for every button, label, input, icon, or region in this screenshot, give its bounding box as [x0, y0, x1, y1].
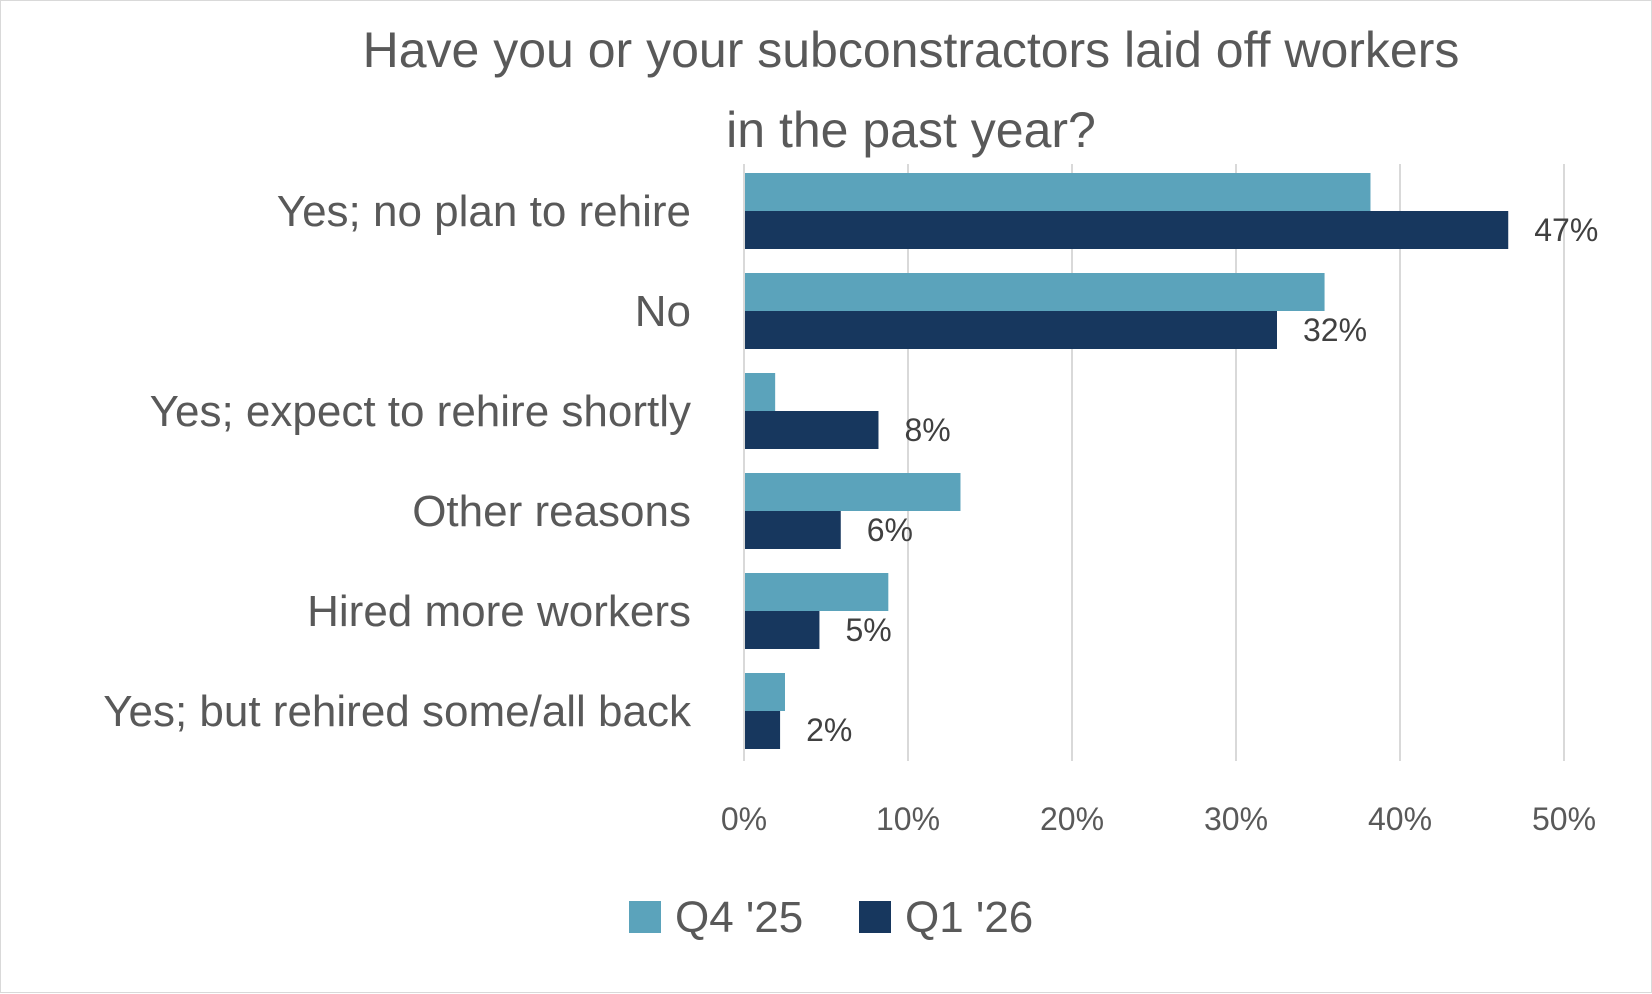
legend-label-0: Q4 '25 [675, 893, 803, 942]
bar-series-1-cat-3 [744, 511, 841, 549]
legend-swatch-0 [629, 901, 661, 933]
bar-series-0-cat-3 [744, 473, 961, 511]
legend-swatch-1 [859, 901, 891, 933]
data-label-series-1-cat-4: 5% [845, 612, 891, 648]
x-tick-label-50: 50% [1532, 801, 1596, 837]
bar-series-0-cat-1 [744, 273, 1325, 311]
data-label-series-1-cat-2: 8% [904, 412, 950, 448]
data-label-series-1-cat-5: 2% [806, 712, 852, 748]
data-labels: 47% 32% 8% 6% 5% 2% [806, 212, 1598, 748]
bar-series-0-cat-2 [744, 373, 776, 411]
data-label-series-1-cat-0: 47% [1534, 212, 1598, 248]
x-tick-label-0: 0% [721, 801, 767, 837]
x-tick-label-10: 10% [876, 801, 940, 837]
category-labels: Yes; no plan to rehire No Yes; expect to r… [103, 187, 692, 736]
category-label-1: No [635, 287, 691, 336]
chart-title-line-1: Have you or your subconstractors laid of… [363, 22, 1460, 78]
legend-label-1: Q1 '26 [905, 893, 1033, 942]
x-tick-labels: 0% 10% 20% 30% 40% 50% [721, 801, 1596, 837]
legend: Q4 '25 Q1 '26 [629, 893, 1033, 942]
category-label-3: Other reasons [412, 487, 691, 536]
x-tick-label-20: 20% [1040, 801, 1104, 837]
x-tick-label-30: 30% [1204, 801, 1268, 837]
bar-series-0-cat-0 [744, 173, 1371, 211]
category-label-2: Yes; expect to rehire shortly [150, 387, 691, 436]
bars [744, 173, 1509, 749]
bar-series-1-cat-2 [744, 411, 879, 449]
bar-series-0-cat-4 [744, 573, 889, 611]
chart-title: Have you or your subconstractors laid of… [363, 22, 1460, 158]
category-label-4: Hired more workers [307, 587, 691, 636]
bar-series-1-cat-5 [744, 711, 781, 749]
chart-title-line-2: in the past year? [726, 102, 1096, 158]
gridlines [907, 164, 1565, 761]
bar-series-1-cat-1 [744, 311, 1277, 349]
data-label-series-1-cat-3: 6% [867, 512, 913, 548]
x-tick-label-40: 40% [1368, 801, 1432, 837]
bar-series-1-cat-4 [744, 611, 820, 649]
bar-series-0-cat-5 [744, 673, 785, 711]
category-label-0: Yes; no plan to rehire [277, 187, 691, 236]
data-label-series-1-cat-1: 32% [1303, 312, 1367, 348]
bar-series-1-cat-0 [744, 211, 1509, 249]
category-label-5: Yes; but rehired some/all back [103, 687, 692, 736]
